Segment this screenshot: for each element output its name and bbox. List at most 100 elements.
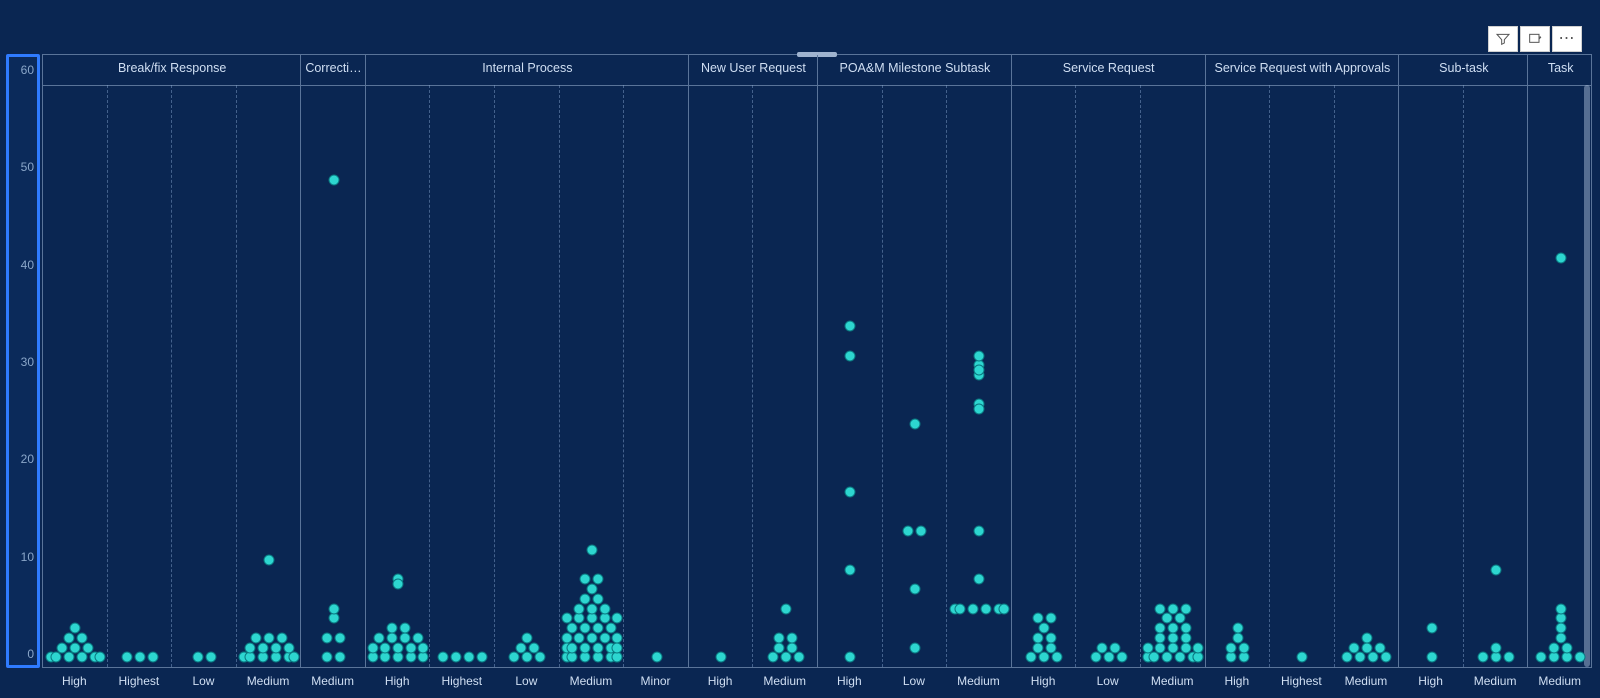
data-point[interactable] <box>1226 642 1237 653</box>
data-point[interactable] <box>974 525 985 536</box>
data-point[interactable] <box>1555 603 1566 614</box>
data-point[interactable] <box>1348 642 1359 653</box>
data-point[interactable] <box>257 652 268 663</box>
data-point[interactable] <box>515 642 526 653</box>
data-point[interactable] <box>1155 603 1166 614</box>
data-point[interactable] <box>522 632 533 643</box>
data-point[interactable] <box>451 652 462 663</box>
data-point[interactable] <box>1026 652 1037 663</box>
data-point[interactable] <box>845 486 856 497</box>
data-point[interactable] <box>1155 632 1166 643</box>
data-point[interactable] <box>1297 652 1308 663</box>
data-point[interactable] <box>393 642 404 653</box>
data-point[interactable] <box>1045 642 1056 653</box>
data-point[interactable] <box>464 652 475 663</box>
data-point[interactable] <box>328 175 339 186</box>
data-point[interactable] <box>1174 652 1185 663</box>
data-point[interactable] <box>322 652 333 663</box>
data-point[interactable] <box>393 579 404 590</box>
data-point[interactable] <box>477 652 488 663</box>
data-point[interactable] <box>586 603 597 614</box>
data-point[interactable] <box>845 321 856 332</box>
data-point[interactable] <box>406 652 417 663</box>
data-point[interactable] <box>1143 642 1154 653</box>
data-point[interactable] <box>535 652 546 663</box>
data-point[interactable] <box>593 574 604 585</box>
data-point[interactable] <box>1239 652 1250 663</box>
data-point[interactable] <box>1491 652 1502 663</box>
data-point[interactable] <box>1116 652 1127 663</box>
data-point[interactable] <box>1426 623 1437 634</box>
data-point[interactable] <box>580 652 591 663</box>
data-point[interactable] <box>399 632 410 643</box>
data-point[interactable] <box>586 584 597 595</box>
data-point[interactable] <box>1491 564 1502 575</box>
data-point[interactable] <box>562 632 573 643</box>
data-point[interactable] <box>63 652 74 663</box>
data-point[interactable] <box>1549 652 1560 663</box>
data-point[interactable] <box>586 632 597 643</box>
data-point[interactable] <box>1110 642 1121 653</box>
data-point[interactable] <box>845 564 856 575</box>
data-point[interactable] <box>780 603 791 614</box>
data-point[interactable] <box>1168 632 1179 643</box>
data-point[interactable] <box>386 632 397 643</box>
data-point[interactable] <box>1368 652 1379 663</box>
data-point[interactable] <box>916 525 927 536</box>
data-point[interactable] <box>974 574 985 585</box>
data-point[interactable] <box>57 642 68 653</box>
data-point[interactable] <box>611 642 622 653</box>
data-point[interactable] <box>1174 613 1185 624</box>
data-point[interactable] <box>1192 652 1203 663</box>
data-point[interactable] <box>787 642 798 653</box>
data-point[interactable] <box>251 632 262 643</box>
data-point[interactable] <box>70 642 81 653</box>
data-point[interactable] <box>277 632 288 643</box>
data-point[interactable] <box>1239 642 1250 653</box>
data-point[interactable] <box>562 613 573 624</box>
data-point[interactable] <box>593 623 604 634</box>
data-point[interactable] <box>1232 623 1243 634</box>
data-point[interactable] <box>599 603 610 614</box>
data-point[interactable] <box>909 418 920 429</box>
data-point[interactable] <box>716 652 727 663</box>
data-point[interactable] <box>1045 632 1056 643</box>
data-point[interactable] <box>373 632 384 643</box>
data-point[interactable] <box>1090 652 1101 663</box>
data-point[interactable] <box>1045 613 1056 624</box>
data-point[interactable] <box>205 652 216 663</box>
data-point[interactable] <box>386 623 397 634</box>
data-point[interactable] <box>192 652 203 663</box>
data-point[interactable] <box>767 652 778 663</box>
data-point[interactable] <box>1536 652 1547 663</box>
data-point[interactable] <box>580 593 591 604</box>
data-point[interactable] <box>1426 652 1437 663</box>
data-point[interactable] <box>999 603 1010 614</box>
data-point[interactable] <box>270 642 281 653</box>
data-point[interactable] <box>264 554 275 565</box>
data-point[interactable] <box>567 623 578 634</box>
data-point[interactable] <box>1168 603 1179 614</box>
data-point[interactable] <box>980 603 991 614</box>
data-point[interactable] <box>1155 642 1166 653</box>
data-point[interactable] <box>1562 652 1573 663</box>
data-point[interactable] <box>70 623 81 634</box>
data-point[interactable] <box>580 642 591 653</box>
data-point[interactable] <box>1161 652 1172 663</box>
data-point[interactable] <box>573 632 584 643</box>
data-point[interactable] <box>1161 613 1172 624</box>
chart-visual[interactable]: 0102030405060 Break/fix ResponseCorrecti… <box>6 54 1592 696</box>
data-point[interactable] <box>611 632 622 643</box>
data-point[interactable] <box>1155 623 1166 634</box>
data-point[interactable] <box>845 350 856 361</box>
data-point[interactable] <box>606 623 617 634</box>
data-point[interactable] <box>328 613 339 624</box>
data-point[interactable] <box>1381 652 1392 663</box>
data-point[interactable] <box>793 652 804 663</box>
data-point[interactable] <box>1039 652 1050 663</box>
data-point[interactable] <box>586 613 597 624</box>
data-point[interactable] <box>593 642 604 653</box>
data-point[interactable] <box>909 642 920 653</box>
data-point[interactable] <box>393 652 404 663</box>
data-point[interactable] <box>1555 632 1566 643</box>
